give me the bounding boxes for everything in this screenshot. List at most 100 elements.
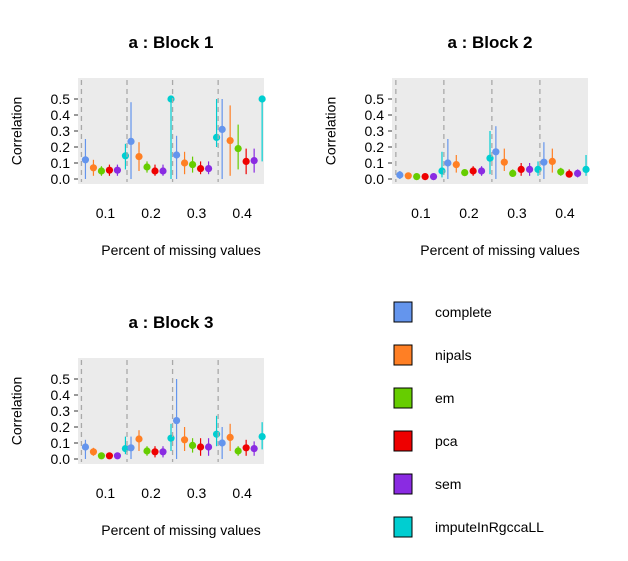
point-sem xyxy=(574,169,582,177)
point-em xyxy=(97,167,106,175)
legend-swatch-pca xyxy=(393,430,413,452)
x-tick-label: 0.4 xyxy=(232,485,252,501)
legend-swatch-sem xyxy=(393,473,413,495)
point-sem xyxy=(113,166,122,174)
y-tick-label: 0.2 xyxy=(51,139,71,155)
point-nipals xyxy=(135,153,143,161)
x-tick-label: 0.4 xyxy=(555,205,575,221)
legend-label-em: em xyxy=(435,390,454,406)
legend-label-nipals: nipals xyxy=(435,347,472,363)
point-complete xyxy=(127,137,135,145)
x-tick-label: 0.4 xyxy=(232,205,252,221)
panel-title: a : Block 2 xyxy=(447,33,532,52)
point-em xyxy=(557,168,565,176)
point-nipals xyxy=(500,158,508,166)
point-imputeInRgccaLL xyxy=(258,433,266,441)
point-pca xyxy=(105,166,114,174)
x-tick-label: 0.3 xyxy=(187,205,207,221)
y-tick-label: 0.4 xyxy=(51,387,71,403)
x-tick-label: 0.1 xyxy=(96,205,116,221)
point-imputeInRgccaLL xyxy=(582,165,590,173)
point-complete xyxy=(127,444,135,452)
x-tick-label: 0.3 xyxy=(507,205,527,221)
y-axis-label: Correlation xyxy=(323,97,339,165)
point-em xyxy=(188,161,197,169)
panel-title: a : Block 3 xyxy=(128,313,213,332)
y-tick-label: 0.1 xyxy=(365,155,385,171)
y-tick-label: 0.5 xyxy=(51,371,71,387)
point-sem xyxy=(159,448,167,456)
x-tick-label: 0.2 xyxy=(141,485,161,501)
x-tick-label: 0.3 xyxy=(187,485,207,501)
point-sem xyxy=(429,173,438,181)
legend-swatch-complete xyxy=(393,301,413,323)
point-em xyxy=(509,169,517,177)
legend-swatch-imputeInRgccaLL xyxy=(393,516,413,538)
y-tick-label: 0.2 xyxy=(365,139,385,155)
panel-1: a : Block 10.00.10.20.30.40.5Correlation… xyxy=(9,33,266,258)
y-axis-label: Correlation xyxy=(9,97,25,165)
point-sem xyxy=(525,165,534,173)
point-imputeInRgccaLL xyxy=(121,152,130,160)
point-nipals xyxy=(404,172,412,180)
point-pca xyxy=(196,443,205,451)
point-imputeInRgccaLL xyxy=(212,133,221,141)
point-pca xyxy=(469,167,477,175)
panel-title: a : Block 1 xyxy=(128,33,213,52)
point-em xyxy=(234,145,242,153)
x-tick-label: 0.2 xyxy=(459,205,479,221)
point-complete xyxy=(492,148,500,156)
point-complete xyxy=(81,443,90,451)
point-em xyxy=(461,169,469,177)
y-tick-label: 0.1 xyxy=(51,435,71,451)
point-nipals xyxy=(226,433,234,441)
point-pca xyxy=(242,157,250,165)
x-tick-label: 0.2 xyxy=(141,205,161,221)
y-tick-label: 0.5 xyxy=(51,91,71,107)
point-pca xyxy=(565,170,573,178)
y-tick-label: 0.5 xyxy=(365,91,385,107)
point-pca xyxy=(151,167,159,175)
y-tick-label: 0.1 xyxy=(51,155,71,171)
point-imputeInRgccaLL xyxy=(212,430,221,438)
point-nipals xyxy=(452,161,460,169)
legend: complete nipals em pca sem imputeInRgccaLL xyxy=(393,301,544,538)
point-em xyxy=(413,173,421,181)
point-em xyxy=(188,441,197,449)
y-tick-label: 0.2 xyxy=(51,419,71,435)
legend-label-complete: complete xyxy=(435,304,492,320)
legend-swatch-nipals xyxy=(393,344,413,366)
point-complete xyxy=(540,158,548,166)
x-tick-label: 0.1 xyxy=(96,485,116,501)
point-em xyxy=(97,452,106,460)
point-pca xyxy=(517,165,525,173)
point-em xyxy=(143,163,151,171)
point-nipals xyxy=(226,137,234,145)
y-tick-label: 0.0 xyxy=(51,171,71,187)
y-tick-label: 0.0 xyxy=(51,451,71,467)
x-axis-label: Percent of missing values xyxy=(420,242,580,258)
point-pca xyxy=(105,452,114,460)
x-axis-label: Percent of missing values xyxy=(101,522,261,538)
point-complete xyxy=(172,417,181,425)
y-tick-label: 0.4 xyxy=(51,107,71,123)
point-complete xyxy=(218,125,226,133)
point-sem xyxy=(477,167,486,175)
panel-2: a : Block 20.00.10.20.30.40.5Correlation… xyxy=(323,33,590,258)
legend-label-pca: pca xyxy=(435,433,458,449)
point-sem xyxy=(204,443,213,451)
x-tick-label: 0.1 xyxy=(411,205,431,221)
y-axis-label: Correlation xyxy=(9,377,25,445)
point-imputeInRgccaLL xyxy=(167,434,175,442)
point-sem xyxy=(250,445,258,453)
point-complete xyxy=(444,159,452,167)
x-axis-label: Percent of missing values xyxy=(101,242,261,258)
y-tick-label: 0.3 xyxy=(365,123,385,139)
point-em xyxy=(143,447,151,455)
point-nipals xyxy=(135,435,143,443)
point-sem xyxy=(204,165,213,173)
y-tick-label: 0.3 xyxy=(51,123,71,139)
point-complete xyxy=(396,171,404,179)
y-tick-label: 0.4 xyxy=(365,107,385,123)
point-pca xyxy=(421,173,429,181)
